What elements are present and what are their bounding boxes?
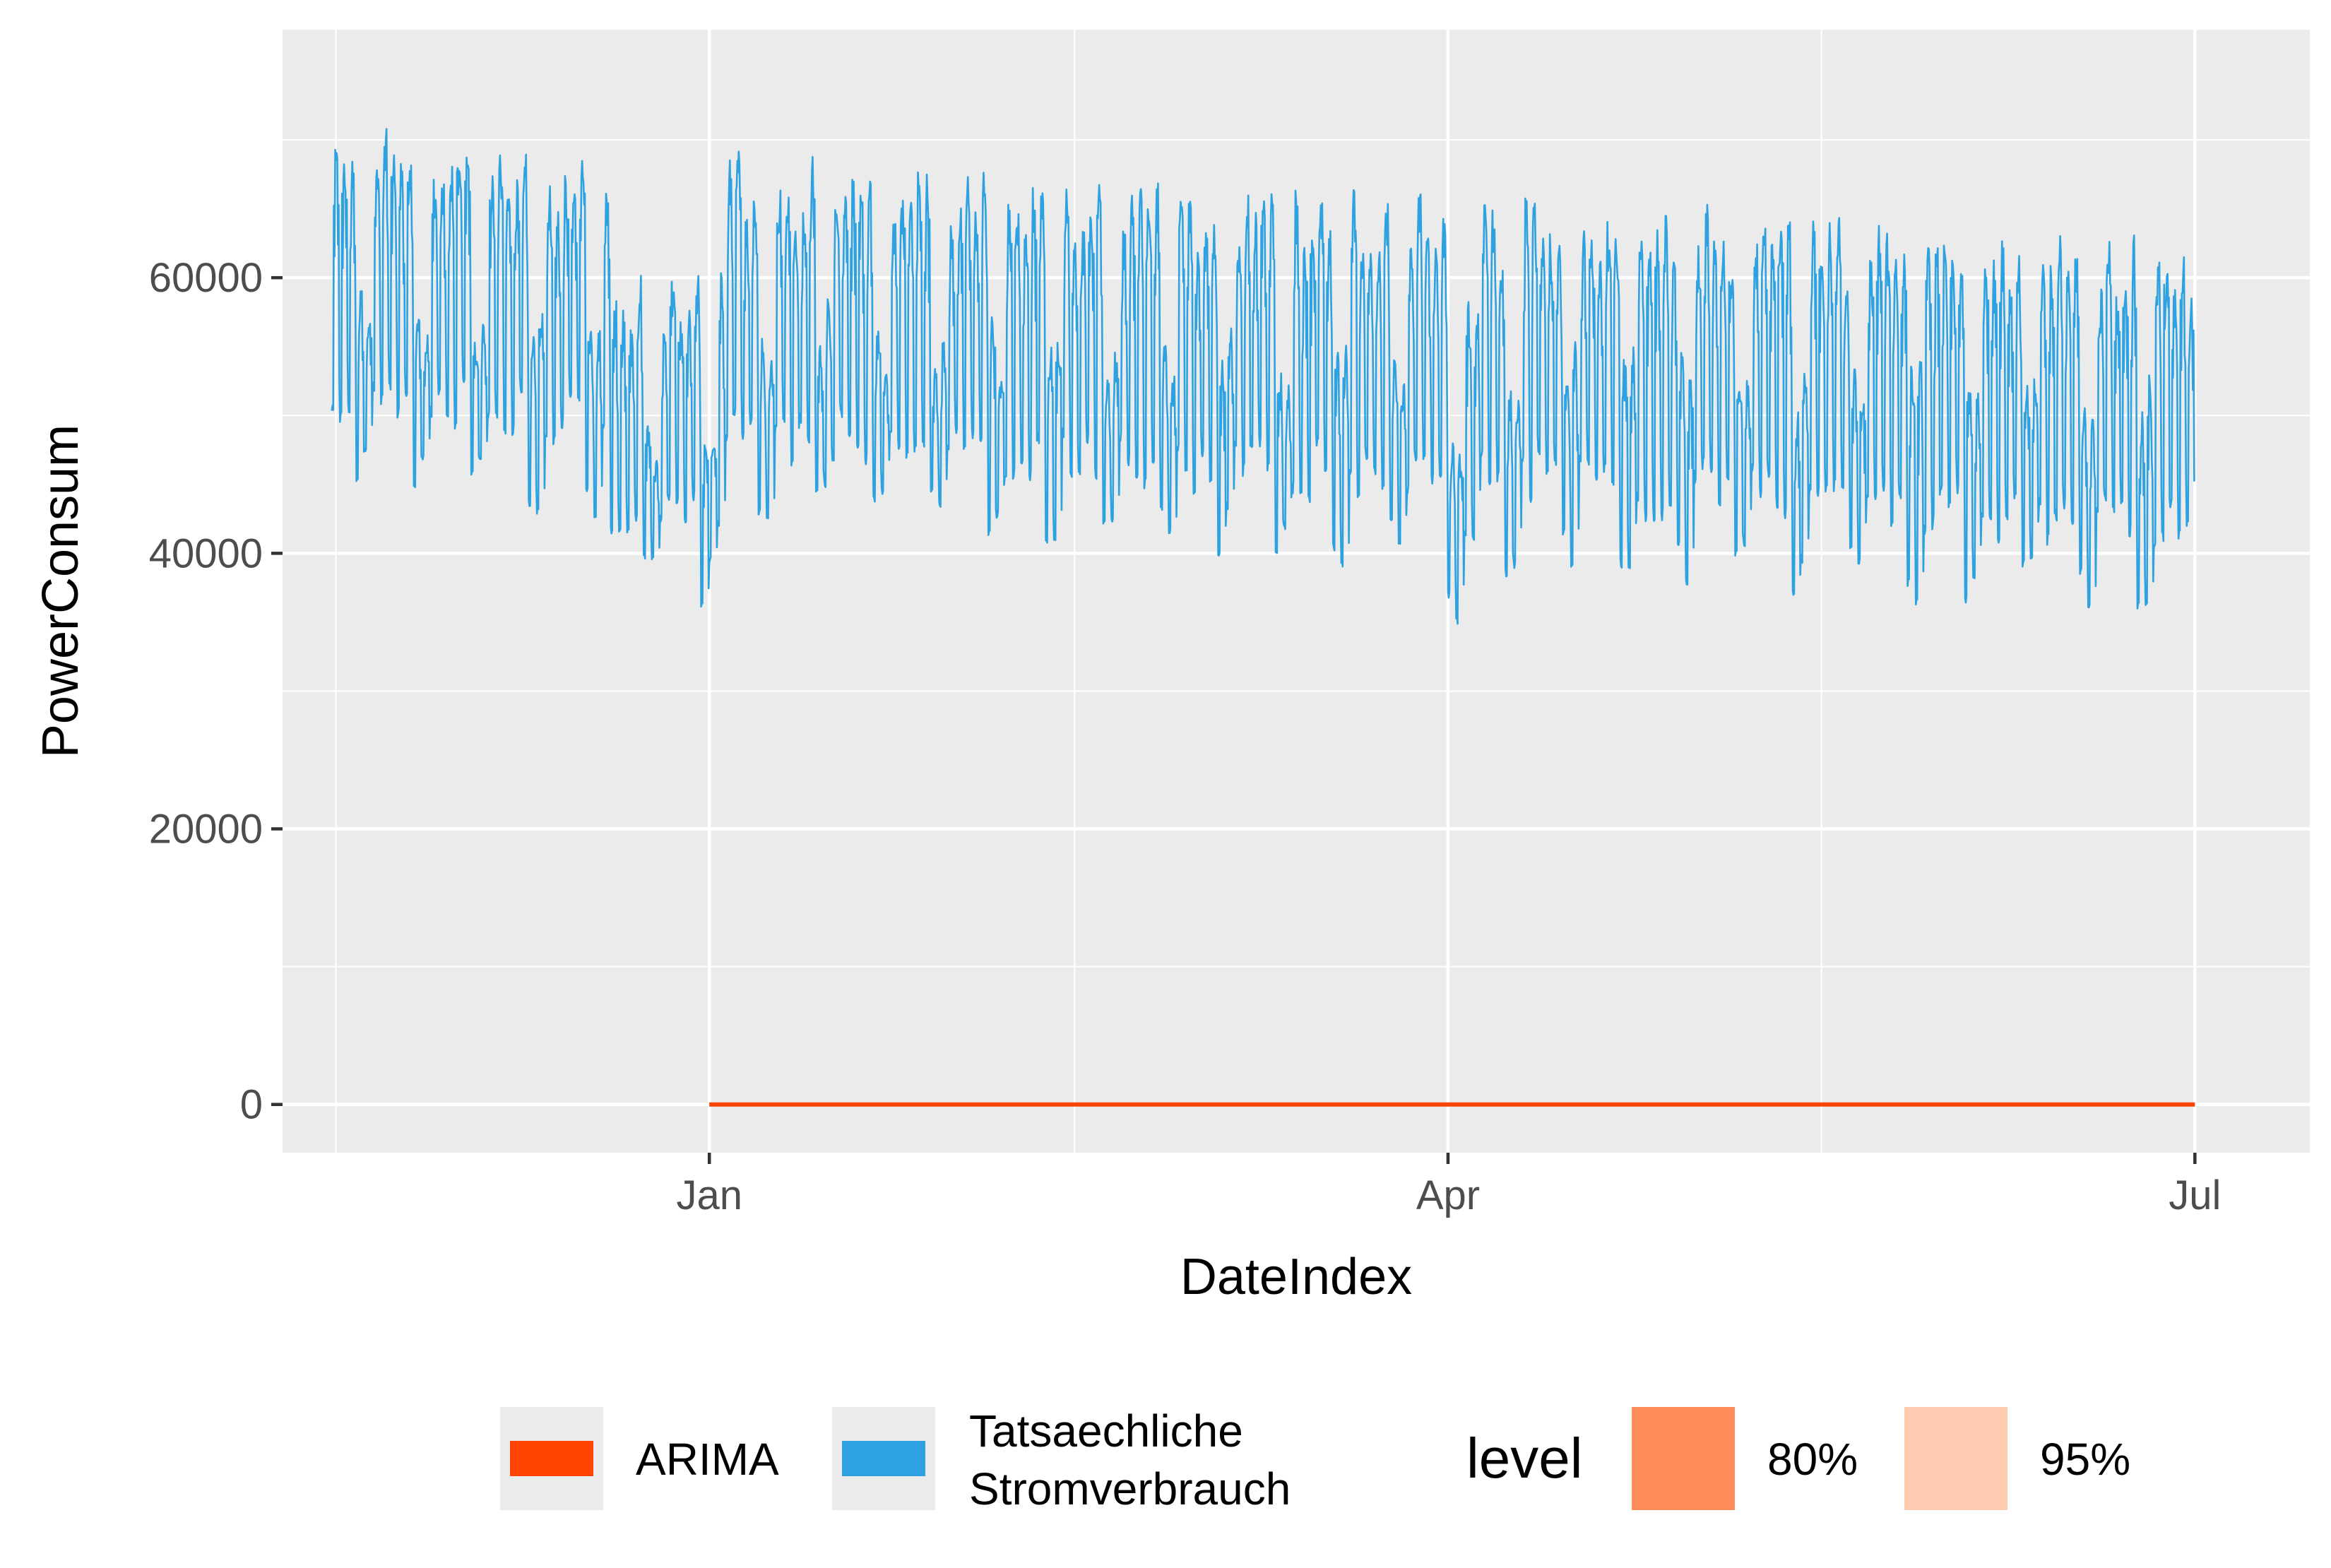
legend-label-arima: ARIMA [636, 1434, 779, 1485]
legend-title-level: level [1466, 1427, 1583, 1490]
y-axis: 0 20000 40000 60000 [149, 255, 283, 1128]
legend: ARIMA Tatsaechliche Stromverbrauch level… [500, 1406, 2130, 1514]
x-tick-label: Jul [2169, 1172, 2221, 1218]
legend-key-95 [1904, 1407, 2007, 1510]
series-layer [331, 128, 2195, 1107]
y-tick-label: 60000 [149, 255, 263, 301]
y-tick-label: 20000 [149, 807, 263, 853]
x-axis-title: DateIndex [1180, 1249, 1412, 1305]
legend-key-80 [1632, 1407, 1735, 1510]
y-tick-label: 0 [240, 1082, 263, 1128]
legend-line-actual [842, 1441, 925, 1476]
legend-label-actual-line2: Stromverbrauch [969, 1463, 1291, 1514]
y-axis-title: PowerConsum [32, 424, 89, 758]
series-line-actual [331, 128, 2195, 625]
legend-label-actual-line1: Tatsaechliche [969, 1406, 1243, 1456]
x-tick-label: Jan [676, 1172, 742, 1218]
legend-label-95: 95% [2040, 1434, 2130, 1485]
x-axis: Jan Apr Jul [676, 1153, 2221, 1218]
y-tick-label: 40000 [149, 530, 263, 576]
legend-label-80: 80% [1767, 1434, 1858, 1485]
x-tick-label: Apr [1416, 1172, 1480, 1218]
legend-line-arima [510, 1441, 593, 1476]
